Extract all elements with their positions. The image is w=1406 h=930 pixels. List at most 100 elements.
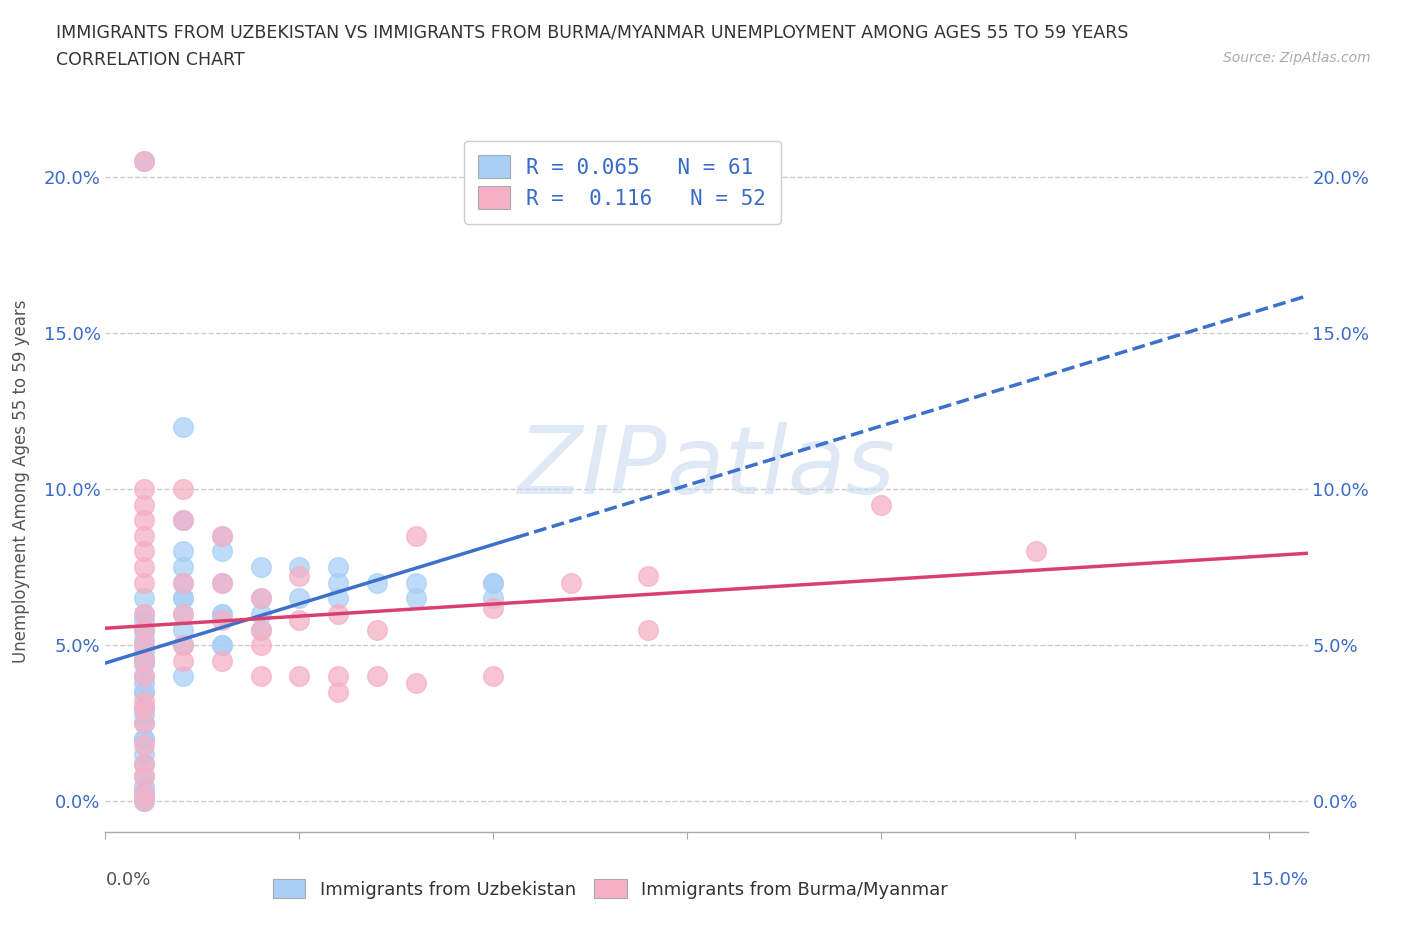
Point: [366, 576, 388, 591]
Point: [134, 793, 156, 808]
Point: [172, 606, 194, 621]
Point: [134, 793, 156, 808]
Point: [211, 576, 233, 591]
Point: [134, 650, 156, 665]
Point: [134, 644, 156, 658]
Point: [134, 512, 156, 527]
Point: [134, 706, 156, 721]
Point: [1025, 544, 1047, 559]
Point: [172, 576, 194, 591]
Point: [366, 622, 388, 637]
Point: [134, 622, 156, 637]
Point: [326, 606, 349, 621]
Point: [134, 769, 156, 784]
Point: [134, 544, 156, 559]
Point: [482, 576, 505, 591]
Point: [172, 544, 194, 559]
Point: [134, 528, 156, 543]
Point: [326, 591, 349, 605]
Point: [134, 631, 156, 646]
Point: [249, 669, 271, 684]
Point: [326, 560, 349, 575]
Text: ZIPatlas: ZIPatlas: [517, 421, 896, 512]
Point: [134, 657, 156, 671]
Point: [134, 606, 156, 621]
Point: [172, 653, 194, 668]
Point: [405, 528, 427, 543]
Point: [172, 622, 194, 637]
Point: [172, 560, 194, 575]
Point: [560, 576, 582, 591]
Point: [326, 684, 349, 699]
Point: [134, 684, 156, 699]
Point: [482, 600, 505, 615]
Point: [249, 638, 271, 653]
Text: 0.0%: 0.0%: [105, 871, 150, 889]
Point: [482, 669, 505, 684]
Point: [172, 576, 194, 591]
Point: [134, 622, 156, 637]
Point: [482, 591, 505, 605]
Point: [134, 716, 156, 731]
Point: [134, 756, 156, 771]
Point: [172, 512, 194, 527]
Point: [134, 638, 156, 653]
Point: [134, 154, 156, 169]
Point: [249, 560, 271, 575]
Point: [172, 591, 194, 605]
Point: [249, 591, 271, 605]
Point: [134, 694, 156, 709]
Text: Source: ZipAtlas.com: Source: ZipAtlas.com: [1223, 51, 1371, 65]
Point: [211, 576, 233, 591]
Point: [288, 560, 311, 575]
Point: [249, 591, 271, 605]
Point: [288, 569, 311, 584]
Point: [211, 638, 233, 653]
Point: [211, 544, 233, 559]
Point: [172, 512, 194, 527]
Point: [288, 669, 311, 684]
Point: [134, 669, 156, 684]
Point: [134, 731, 156, 746]
Point: [134, 731, 156, 746]
Point: [288, 591, 311, 605]
Point: [326, 669, 349, 684]
Point: [172, 638, 194, 653]
Point: [172, 638, 194, 653]
Point: [288, 613, 311, 628]
Point: [134, 498, 156, 512]
Point: [211, 613, 233, 628]
Point: [211, 606, 233, 621]
Text: IMMIGRANTS FROM UZBEKISTAN VS IMMIGRANTS FROM BURMA/MYANMAR UNEMPLOYMENT AMONG A: IMMIGRANTS FROM UZBEKISTAN VS IMMIGRANTS…: [56, 23, 1129, 41]
Text: 15.0%: 15.0%: [1250, 871, 1308, 889]
Point: [211, 606, 233, 621]
Point: [134, 669, 156, 684]
Point: [405, 576, 427, 591]
Point: [134, 482, 156, 497]
Point: [134, 790, 156, 805]
Point: [211, 638, 233, 653]
Point: [326, 576, 349, 591]
Point: [134, 613, 156, 628]
Point: [211, 653, 233, 668]
Point: [134, 700, 156, 715]
Point: [134, 653, 156, 668]
Point: [172, 669, 194, 684]
Point: [637, 569, 659, 584]
Point: [405, 675, 427, 690]
Point: [134, 154, 156, 169]
Point: [134, 591, 156, 605]
Text: CORRELATION CHART: CORRELATION CHART: [56, 51, 245, 69]
Point: [134, 653, 156, 668]
Point: [134, 576, 156, 591]
Point: [637, 622, 659, 637]
Point: [134, 756, 156, 771]
Legend: Immigrants from Uzbekistan, Immigrants from Burma/Myanmar: Immigrants from Uzbekistan, Immigrants f…: [264, 870, 956, 908]
Point: [134, 769, 156, 784]
Point: [211, 528, 233, 543]
Point: [172, 591, 194, 605]
Point: [211, 528, 233, 543]
Point: [134, 784, 156, 799]
Point: [172, 482, 194, 497]
Point: [134, 737, 156, 752]
